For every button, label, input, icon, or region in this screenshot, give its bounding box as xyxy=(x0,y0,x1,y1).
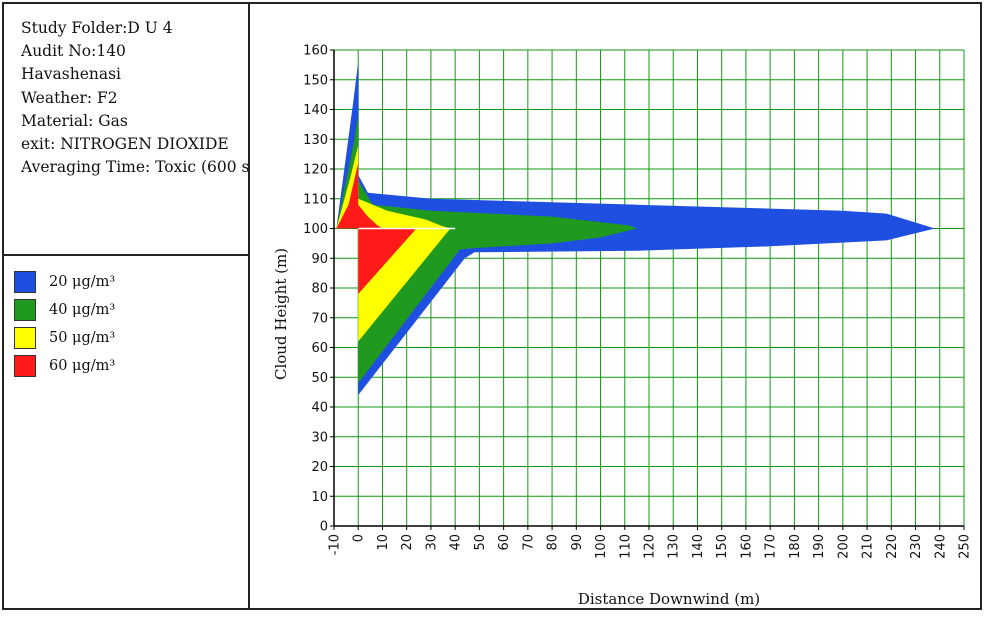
x-tick-label: 110 xyxy=(618,534,633,559)
y-tick-label: 160 xyxy=(303,44,328,59)
plume-region xyxy=(336,145,451,229)
info-line: Audit No:140 xyxy=(21,42,126,61)
legend-swatch xyxy=(14,355,36,377)
x-tick-label: 240 xyxy=(933,534,948,559)
legend-item: 20 μg/m³ xyxy=(14,268,115,296)
x-tick-label: 160 xyxy=(739,534,754,559)
y-tick-label: 10 xyxy=(311,490,328,505)
x-tick-label: 200 xyxy=(836,534,851,559)
x-tick-label: 180 xyxy=(788,534,803,559)
chart: 0102030405060708090100110120130140150160… xyxy=(272,44,973,609)
legend-item: 50 μg/m³ xyxy=(14,324,115,352)
y-tick-label: 60 xyxy=(311,341,328,356)
x-tick-label: 100 xyxy=(594,534,609,559)
x-tick-label: 150 xyxy=(715,534,730,559)
plume-region xyxy=(336,163,383,229)
plume-region xyxy=(358,228,417,294)
y-tick-label: 30 xyxy=(311,430,328,445)
info-line: Study Folder:D U 4 xyxy=(21,19,173,37)
y-tick-label: 80 xyxy=(311,282,328,297)
x-tick-label: 170 xyxy=(764,534,779,559)
x-tick-label: 10 xyxy=(376,534,391,551)
x-tick-label: -10 xyxy=(328,534,343,555)
x-tick-label: 0 xyxy=(352,534,367,542)
legend-label: 50 μg/m³ xyxy=(49,330,116,346)
legend-swatch xyxy=(14,327,36,349)
legend-swatch xyxy=(14,299,36,321)
plume-region xyxy=(358,228,637,384)
y-tick-label: 110 xyxy=(303,192,328,207)
y-tick-label: 50 xyxy=(311,371,328,386)
info-lines: Study Folder:D U 4 Audit No:140 Havashenas… xyxy=(21,17,256,179)
x-tick-label: 30 xyxy=(424,534,439,551)
x-tick-label: 120 xyxy=(643,534,658,559)
legend-label: 20 μg/m³ xyxy=(49,274,116,290)
x-tick-label: 250 xyxy=(958,534,973,559)
plume-region xyxy=(336,61,935,229)
x-tick-label: 80 xyxy=(546,534,561,551)
y-tick-label: 70 xyxy=(311,311,328,326)
legend-label: 40 μg/m³ xyxy=(49,302,116,318)
y-tick-label: 40 xyxy=(311,401,328,416)
y-tick-label: 100 xyxy=(303,222,328,237)
y-tick-label: 0 xyxy=(320,520,328,535)
x-tick-label: 130 xyxy=(667,534,682,559)
x-tick-label: 140 xyxy=(691,534,706,559)
x-tick-label: 70 xyxy=(521,534,536,551)
info-line: Weather: F2 xyxy=(21,88,118,107)
x-tick-label: 50 xyxy=(473,534,488,551)
x-tick-label: 220 xyxy=(885,534,900,559)
x-tick-label: 60 xyxy=(497,534,512,551)
info-panel: Study Folder:D U 4 Audit No:140 Havashenas… xyxy=(2,2,256,256)
x-axis-title: Distance Downwind (m) xyxy=(578,590,760,608)
legend-panel: 20 μg/m³ 40 μg/m³ 50 μg/m³ 60 μg/m³ xyxy=(2,254,250,610)
info-line: exit: NITROGEN DIOXIDE xyxy=(21,135,229,154)
info-line: Material: Gas xyxy=(21,111,128,130)
y-tick-label: 140 xyxy=(303,103,328,118)
y-tick-label: 20 xyxy=(311,460,328,475)
y-tick-label: 90 xyxy=(311,252,328,267)
legend-item: 60 μg/m³ xyxy=(14,352,115,380)
legend: 20 μg/m³ 40 μg/m³ 50 μg/m³ 60 μg/m³ xyxy=(14,268,115,380)
legend-label: 60 μg/m³ xyxy=(49,358,116,374)
x-tick-label: 210 xyxy=(861,534,876,559)
x-tick-label: 20 xyxy=(400,534,415,551)
y-tick-label: 120 xyxy=(303,163,328,178)
y-tick-label: 150 xyxy=(303,73,328,88)
legend-item: 40 μg/m³ xyxy=(14,296,115,324)
y-axis-title: Cloud Height (m) xyxy=(272,248,290,380)
info-line: Havashenasi xyxy=(21,65,122,84)
x-tick-label: 90 xyxy=(570,534,585,551)
y-tick-label: 130 xyxy=(303,133,328,148)
info-line: Averaging Time: Toxic (600 s) xyxy=(21,158,256,177)
x-tick-label: 230 xyxy=(909,534,924,559)
chart-panel: 0 10 20 30 40 50 60 70 80 90 100 110 120 130 140 150 160… xyxy=(248,2,982,610)
x-tick-label: 40 xyxy=(449,534,464,551)
legend-swatch xyxy=(14,271,36,293)
x-tick-label: 190 xyxy=(812,534,827,559)
